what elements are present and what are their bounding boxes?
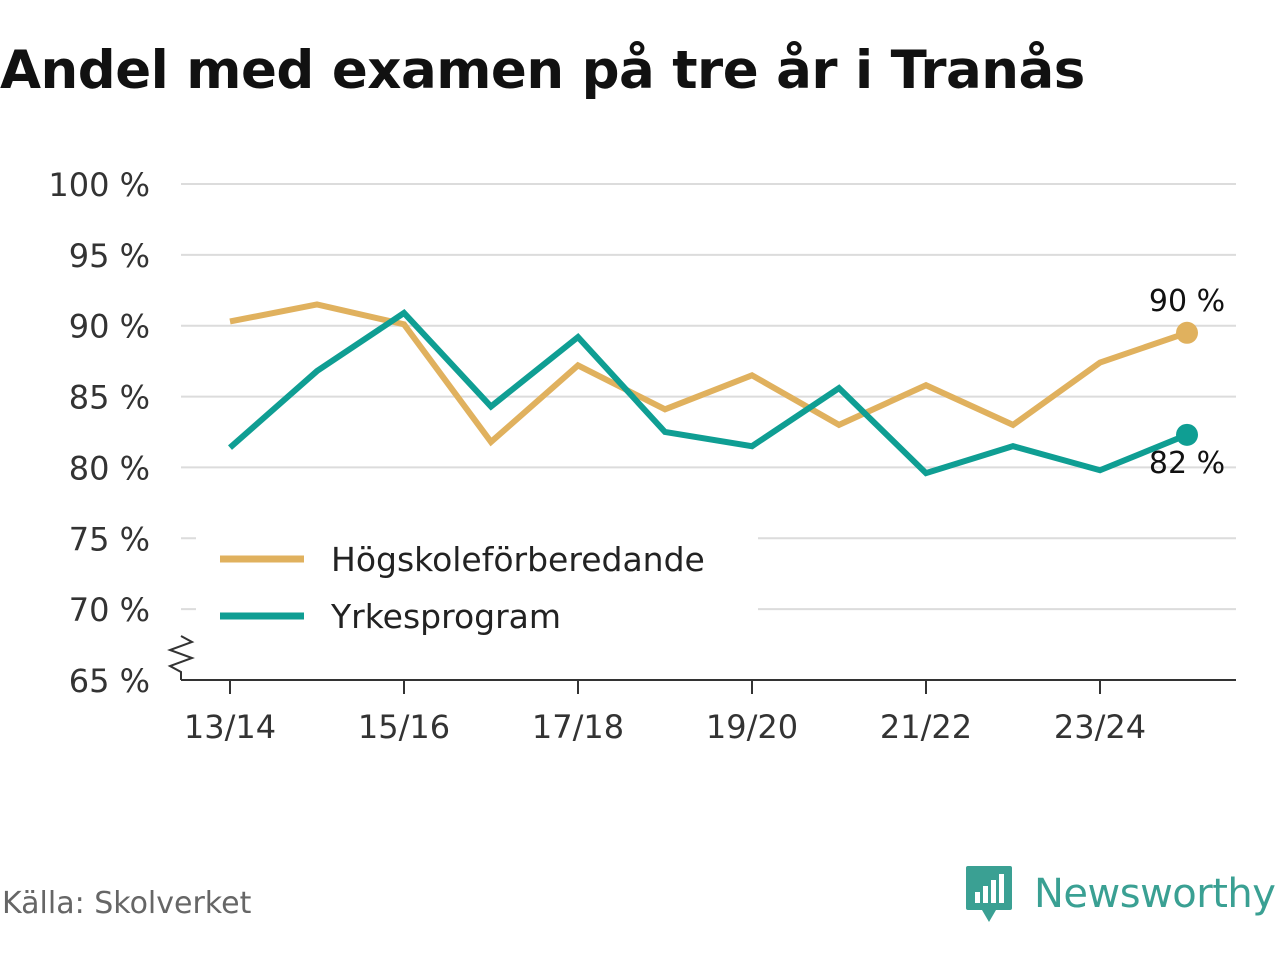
x-tick-label: 13/14 bbox=[184, 708, 276, 746]
brand-name[interactable]: Newsworthy bbox=[1034, 871, 1276, 917]
series-end-marker bbox=[1176, 321, 1198, 344]
brand-logo[interactable]: Newsworthy bbox=[964, 864, 1276, 924]
y-tick-label: 80 % bbox=[69, 449, 150, 487]
series-end-label: 82 % bbox=[1149, 446, 1225, 481]
legend: Högskoleförberedande Yrkesprogram bbox=[196, 525, 758, 651]
legend-label: Yrkesprogram bbox=[330, 597, 561, 636]
end-labels: 90 % 82 % bbox=[1149, 284, 1225, 481]
y-tick-label: 90 % bbox=[69, 308, 150, 346]
y-tick-label: 100 % bbox=[48, 166, 150, 204]
series-end-marker bbox=[1176, 423, 1198, 446]
y-tick-label: 85 % bbox=[69, 379, 150, 417]
axes: 65 % 70 % 75 % 80 % 85 % 90 % 95 % 100 % 13/14 15… bbox=[48, 166, 1236, 746]
y-tick-label: 65 % bbox=[69, 662, 150, 700]
legend-background bbox=[196, 525, 758, 651]
newsworthy-chart-bubble-icon bbox=[966, 866, 1012, 922]
y-tick-label: 70 % bbox=[69, 591, 150, 629]
series-end-label: 90 % bbox=[1149, 284, 1225, 319]
x-tick-label: 17/18 bbox=[532, 708, 624, 746]
y-tick-label: 95 % bbox=[69, 237, 150, 275]
x-tick-label: 21/22 bbox=[880, 708, 972, 746]
source-note: Källa: Skolverket bbox=[2, 886, 252, 921]
x-tick-label: 15/16 bbox=[358, 708, 450, 746]
x-tick-label: 23/24 bbox=[1054, 708, 1146, 746]
legend-label: Högskoleförberedande bbox=[331, 540, 705, 579]
x-tick-label: 19/20 bbox=[706, 708, 798, 746]
chart-title: Andel med examen på tre år i Tranås bbox=[0, 40, 1085, 101]
series-line bbox=[228, 309, 1189, 477]
y-tick-label: 75 % bbox=[69, 520, 150, 558]
series-lines bbox=[228, 301, 1198, 477]
axis-break-zigzag bbox=[167, 635, 195, 680]
